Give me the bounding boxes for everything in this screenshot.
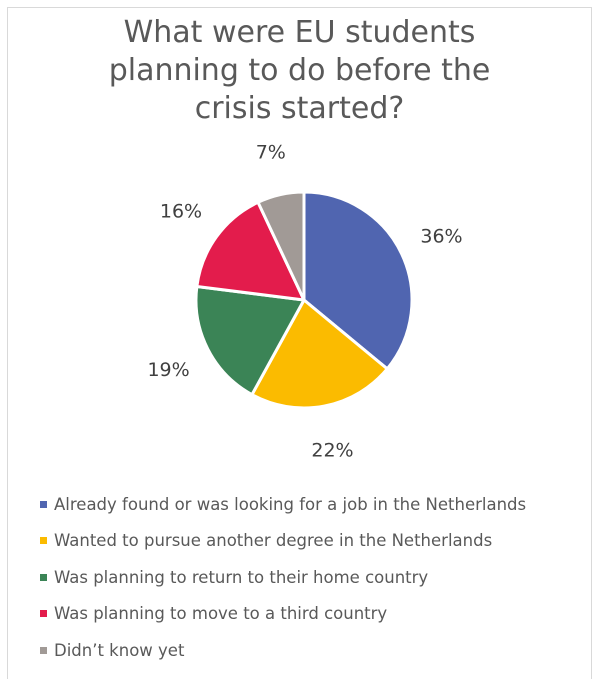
legend-item: Was planning to return to their home cou… — [40, 559, 585, 596]
legend-item: Didn’t know yet — [40, 632, 585, 669]
pie-slices — [194, 190, 414, 410]
legend-label: Wanted to pursue another degree in the N… — [54, 531, 493, 551]
legend-label: Was planning to return to their home cou… — [54, 567, 429, 587]
legend-label: Already found or was looking for a job i… — [54, 494, 527, 514]
pie-data-label: 19% — [147, 359, 189, 381]
pie-data-labels: 36% 22% 19% 16% 7% — [147, 142, 462, 462]
legend-swatch — [40, 610, 47, 618]
pie-slice — [194, 284, 306, 397]
legend-swatch — [40, 573, 47, 581]
legend-swatch — [40, 537, 47, 545]
legend-label: Was planning to move to a third country — [54, 604, 388, 624]
legend-swatch — [40, 646, 47, 654]
chart-title-line-1: What were EU students — [123, 15, 476, 50]
legend-item: Already found or was looking for a job i… — [40, 486, 585, 523]
pie-data-label: 7% — [256, 142, 286, 164]
pie-data-label: 16% — [160, 201, 202, 223]
pie-slice — [250, 298, 389, 410]
chart-title-line-2: planning to do before the — [108, 53, 491, 88]
pie-slice — [256, 190, 306, 302]
legend-item: Wanted to pursue another degree in the N… — [40, 523, 585, 560]
legend: Already found or was looking for a job i… — [40, 486, 585, 669]
pie-slice — [195, 200, 306, 302]
legend-swatch — [40, 500, 47, 508]
pie-data-label: 36% — [420, 225, 462, 247]
pie-data-label: 22% — [311, 439, 353, 461]
legend-label: Didn’t know yet — [54, 640, 185, 660]
legend-item: Was planning to move to a third country — [40, 596, 585, 633]
chart-title: What were EU students planning to do bef… — [0, 14, 599, 128]
pie-slice — [302, 190, 414, 371]
chart-title-line-3: crisis started? — [194, 91, 405, 126]
pie-chart: 36% 22% 19% 16% 7% — [147, 142, 462, 462]
